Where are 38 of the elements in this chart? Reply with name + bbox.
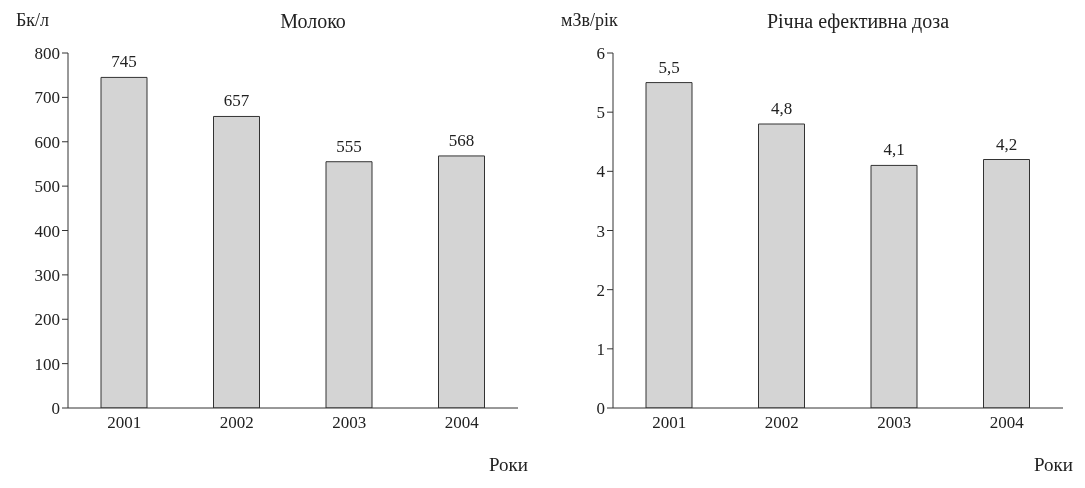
data-label: 555 (336, 136, 362, 156)
y-tick-label: 300 (34, 265, 60, 285)
x-tick-label: 2001 (652, 413, 687, 433)
chart-title: Молоко (279, 10, 347, 33)
data-label: 4,1 (883, 140, 905, 160)
data-label: 657 (223, 91, 250, 111)
chart-title: Річна ефективна доза (765, 10, 951, 33)
y-tick-label: 200 (34, 310, 60, 330)
x-axis-title: Роки (1034, 454, 1073, 476)
y-tick-label: 2 (596, 280, 605, 300)
x-tick-label: 2003 (877, 413, 912, 433)
data-label: 5,5 (658, 57, 680, 77)
data-label: 568 (448, 130, 475, 150)
y-axis-title: Бк/л (16, 10, 50, 31)
y-axis-title: мЗв/рік (561, 10, 618, 31)
x-tick-label: 2002 (764, 413, 799, 433)
y-tick-label: 700 (34, 88, 60, 108)
y-tick-label: 0 (51, 399, 60, 419)
y-tick-label: 1 (596, 339, 605, 359)
x-tick-label: 2004 (444, 413, 480, 433)
data-label: 4,8 (770, 99, 793, 118)
y-tick-label: 600 (34, 132, 60, 152)
data-label: 4,2 (995, 134, 1018, 154)
y-tick-label: 3 (596, 221, 605, 241)
data-label: 745 (111, 52, 137, 72)
y-tick-label: 5 (596, 103, 605, 123)
y-tick-label: 4 (596, 162, 606, 182)
y-tick-label: 800 (34, 44, 60, 64)
x-tick-label: 2001 (107, 413, 142, 433)
y-tick-label: 0 (596, 399, 605, 419)
y-tick-label: 100 (34, 354, 60, 374)
y-tick-label: 6 (596, 44, 605, 64)
y-tick-label: 500 (34, 177, 60, 197)
x-tick-label: 2003 (332, 413, 367, 433)
x-axis-title: Роки (489, 454, 528, 476)
y-tick-label: 400 (34, 221, 60, 241)
x-tick-label: 2002 (219, 413, 254, 433)
x-tick-label: 2004 (989, 413, 1025, 433)
